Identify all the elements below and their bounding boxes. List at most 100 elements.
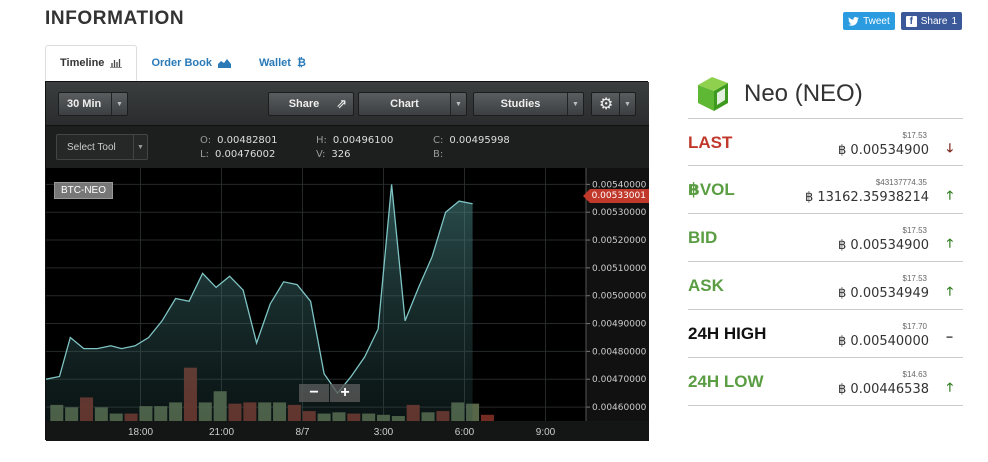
chevron-down-icon: ▼ <box>450 93 466 115</box>
trend-up-icon: 🡑 <box>946 284 953 298</box>
chevron-down-icon: ▼ <box>619 93 635 115</box>
facebook-share-button[interactable]: f Share 1 <box>900 12 962 30</box>
y-tick-label: 0.00480000 <box>592 347 647 357</box>
trend-down-icon: 🡓 <box>946 141 953 155</box>
stat-usd-value: $43137774.35 <box>875 178 927 187</box>
y-tick-label: 0.00490000 <box>592 320 647 330</box>
ohlc-close: C: 0.00495998 <box>433 135 510 146</box>
volume-bar-down <box>480 414 494 421</box>
stat-label: 24H LOW <box>688 372 764 391</box>
stat-label: 24H HIGH <box>688 324 767 343</box>
facebook-icon: f <box>905 15 917 27</box>
x-axis-background <box>46 421 649 441</box>
trend-flat-icon: − <box>945 330 953 344</box>
market-name: Neo (NEO) <box>744 80 863 107</box>
y-tick-label: 0.00530000 <box>592 208 647 218</box>
x-tick-label: 8/7 <box>296 427 310 438</box>
trend-up-icon: 🡑 <box>946 380 953 394</box>
settings-dropdown[interactable]: ⚙ ▼ <box>591 92 636 116</box>
trend-up-icon: 🡑 <box>946 236 953 250</box>
x-tick-label: 21:00 <box>209 427 234 438</box>
last-price-tag: 0.00533001 <box>582 189 649 203</box>
zoom-in-button[interactable]: + <box>330 384 360 402</box>
stat-usd-value: $17.53 <box>902 131 927 140</box>
tab-order-book[interactable]: Order Book <box>137 45 245 81</box>
tab-order-book-label: Order Book <box>151 57 212 69</box>
select-tool-dropdown[interactable]: Select Tool ▼ <box>56 134 148 160</box>
tab-timeline-label: Timeline <box>60 57 105 69</box>
stat-btc-value: ฿ 13162.35938214 <box>804 190 929 205</box>
ohlc-volume: V: 326 <box>316 149 351 160</box>
stat-usd-value: $17.70 <box>902 322 927 331</box>
neo-logo-icon <box>698 77 728 111</box>
chevron-down-icon: ▼ <box>567 93 583 115</box>
stat-btc-value: ฿ 0.00446538 <box>838 382 929 397</box>
stat-label: LAST <box>688 133 733 152</box>
stat-btc-value: ฿ 0.00534900 <box>838 143 929 158</box>
stat-label: BID <box>688 228 718 247</box>
stat-usd-value: $17.53 <box>902 226 927 235</box>
stat-btc-value: ฿ 0.00534949 <box>838 286 929 301</box>
chart-type-dropdown[interactable]: Chart ▼ <box>358 92 467 116</box>
chevron-down-icon: ▼ <box>133 135 147 159</box>
stat-btc-value: ฿ 0.00534900 <box>838 238 929 253</box>
tab-timeline[interactable]: Timeline <box>45 45 138 81</box>
tweet-label: Tweet <box>863 15 890 27</box>
x-tick-label: 6:00 <box>455 427 475 438</box>
trend-up-icon: 🡑 <box>946 188 953 202</box>
y-axis-background <box>586 168 649 441</box>
price-area-fill <box>46 184 473 421</box>
ohlc-low: L: 0.00476002 <box>200 149 276 160</box>
studies-dropdown[interactable]: Studies ▼ <box>473 92 584 116</box>
price-line <box>46 184 473 395</box>
info-tabs: Timeline Order Book Wallet ₿ <box>45 45 320 81</box>
bitcoin-icon: ₿ <box>296 57 306 69</box>
area-chart-icon <box>217 59 231 68</box>
share-count: 1 <box>951 15 957 27</box>
stat-usd-value: $17.53 <box>902 274 927 283</box>
chart-toolbar: 30 Min ▼ Share ⇗ Chart ▼ Studies ▼ ⚙ ▼ <box>46 82 649 126</box>
market-header: Neo (NEO) <box>688 70 963 118</box>
market-stats: LAST $17.53 ฿ 0.00534900 🡓 ฿VOL $43137774.35 ฿… <box>688 118 963 406</box>
stat-row: 24H HIGH $17.70 ฿ 0.00540000 − <box>688 310 963 358</box>
y-tick-label: 0.00510000 <box>592 264 647 274</box>
chevron-down-icon: ▼ <box>111 93 127 115</box>
studies-label: Studies <box>500 98 541 110</box>
symbol-label: BTC-NEO <box>54 182 113 199</box>
stat-row: ฿VOL $43137774.35 ฿ 13162.35938214 🡑 <box>688 166 963 214</box>
tab-wallet-label: Wallet <box>258 57 291 69</box>
ohlc-high: H: 0.00496100 <box>316 135 394 146</box>
stat-label: ฿VOL <box>688 180 735 199</box>
page-title: INFORMATION <box>45 8 185 29</box>
tweet-button[interactable]: Tweet <box>843 12 895 30</box>
select-tool-label: Select Tool <box>67 141 116 153</box>
social-buttons: Tweet f Share 1 <box>843 12 962 30</box>
stat-usd-value: $14.63 <box>902 370 927 379</box>
twitter-bird-icon <box>848 16 859 26</box>
interval-dropdown[interactable]: 30 Min ▼ <box>58 92 128 116</box>
chart-plot-area[interactable]: 0.00540000 0.00530000 0.00520000 0.00510000… <box>46 168 649 441</box>
x-tick-label: 9:00 <box>536 427 556 438</box>
chart-type-label: Chart <box>390 98 419 110</box>
stat-row: ASK $17.53 ฿ 0.00534949 🡑 <box>688 262 963 310</box>
stat-row: LAST $17.53 ฿ 0.00534900 🡓 <box>688 118 963 166</box>
ohlc-open: O: 0.00482801 <box>200 135 278 146</box>
gear-icon: ⚙ <box>599 96 614 113</box>
ohlc-bar: Select Tool ▼ O: 0.00482801 L: 0.00476002 … <box>46 126 649 168</box>
y-tick-label: 0.00470000 <box>592 375 647 385</box>
zoom-controls: − + <box>299 384 360 402</box>
y-tick-label: 0.00500000 <box>592 292 647 302</box>
y-tick-label: 0.00460000 <box>592 403 647 413</box>
interval-label: 30 Min <box>67 98 102 110</box>
stat-row: BID $17.53 ฿ 0.00534900 🡑 <box>688 214 963 262</box>
share-chart-button[interactable]: Share ⇗ <box>268 92 354 116</box>
price-chart-panel: 30 Min ▼ Share ⇗ Chart ▼ Studies ▼ ⚙ ▼ <box>45 81 649 441</box>
bar-chart-icon <box>110 59 123 68</box>
tab-wallet[interactable]: Wallet ₿ <box>245 45 320 81</box>
x-tick-label: 18:00 <box>128 427 153 438</box>
zoom-out-button[interactable]: − <box>299 384 329 402</box>
share-label: Share <box>920 15 948 27</box>
stat-btc-value: ฿ 0.00540000 <box>838 334 929 349</box>
y-tick-label: 0.00540000 <box>592 180 647 190</box>
